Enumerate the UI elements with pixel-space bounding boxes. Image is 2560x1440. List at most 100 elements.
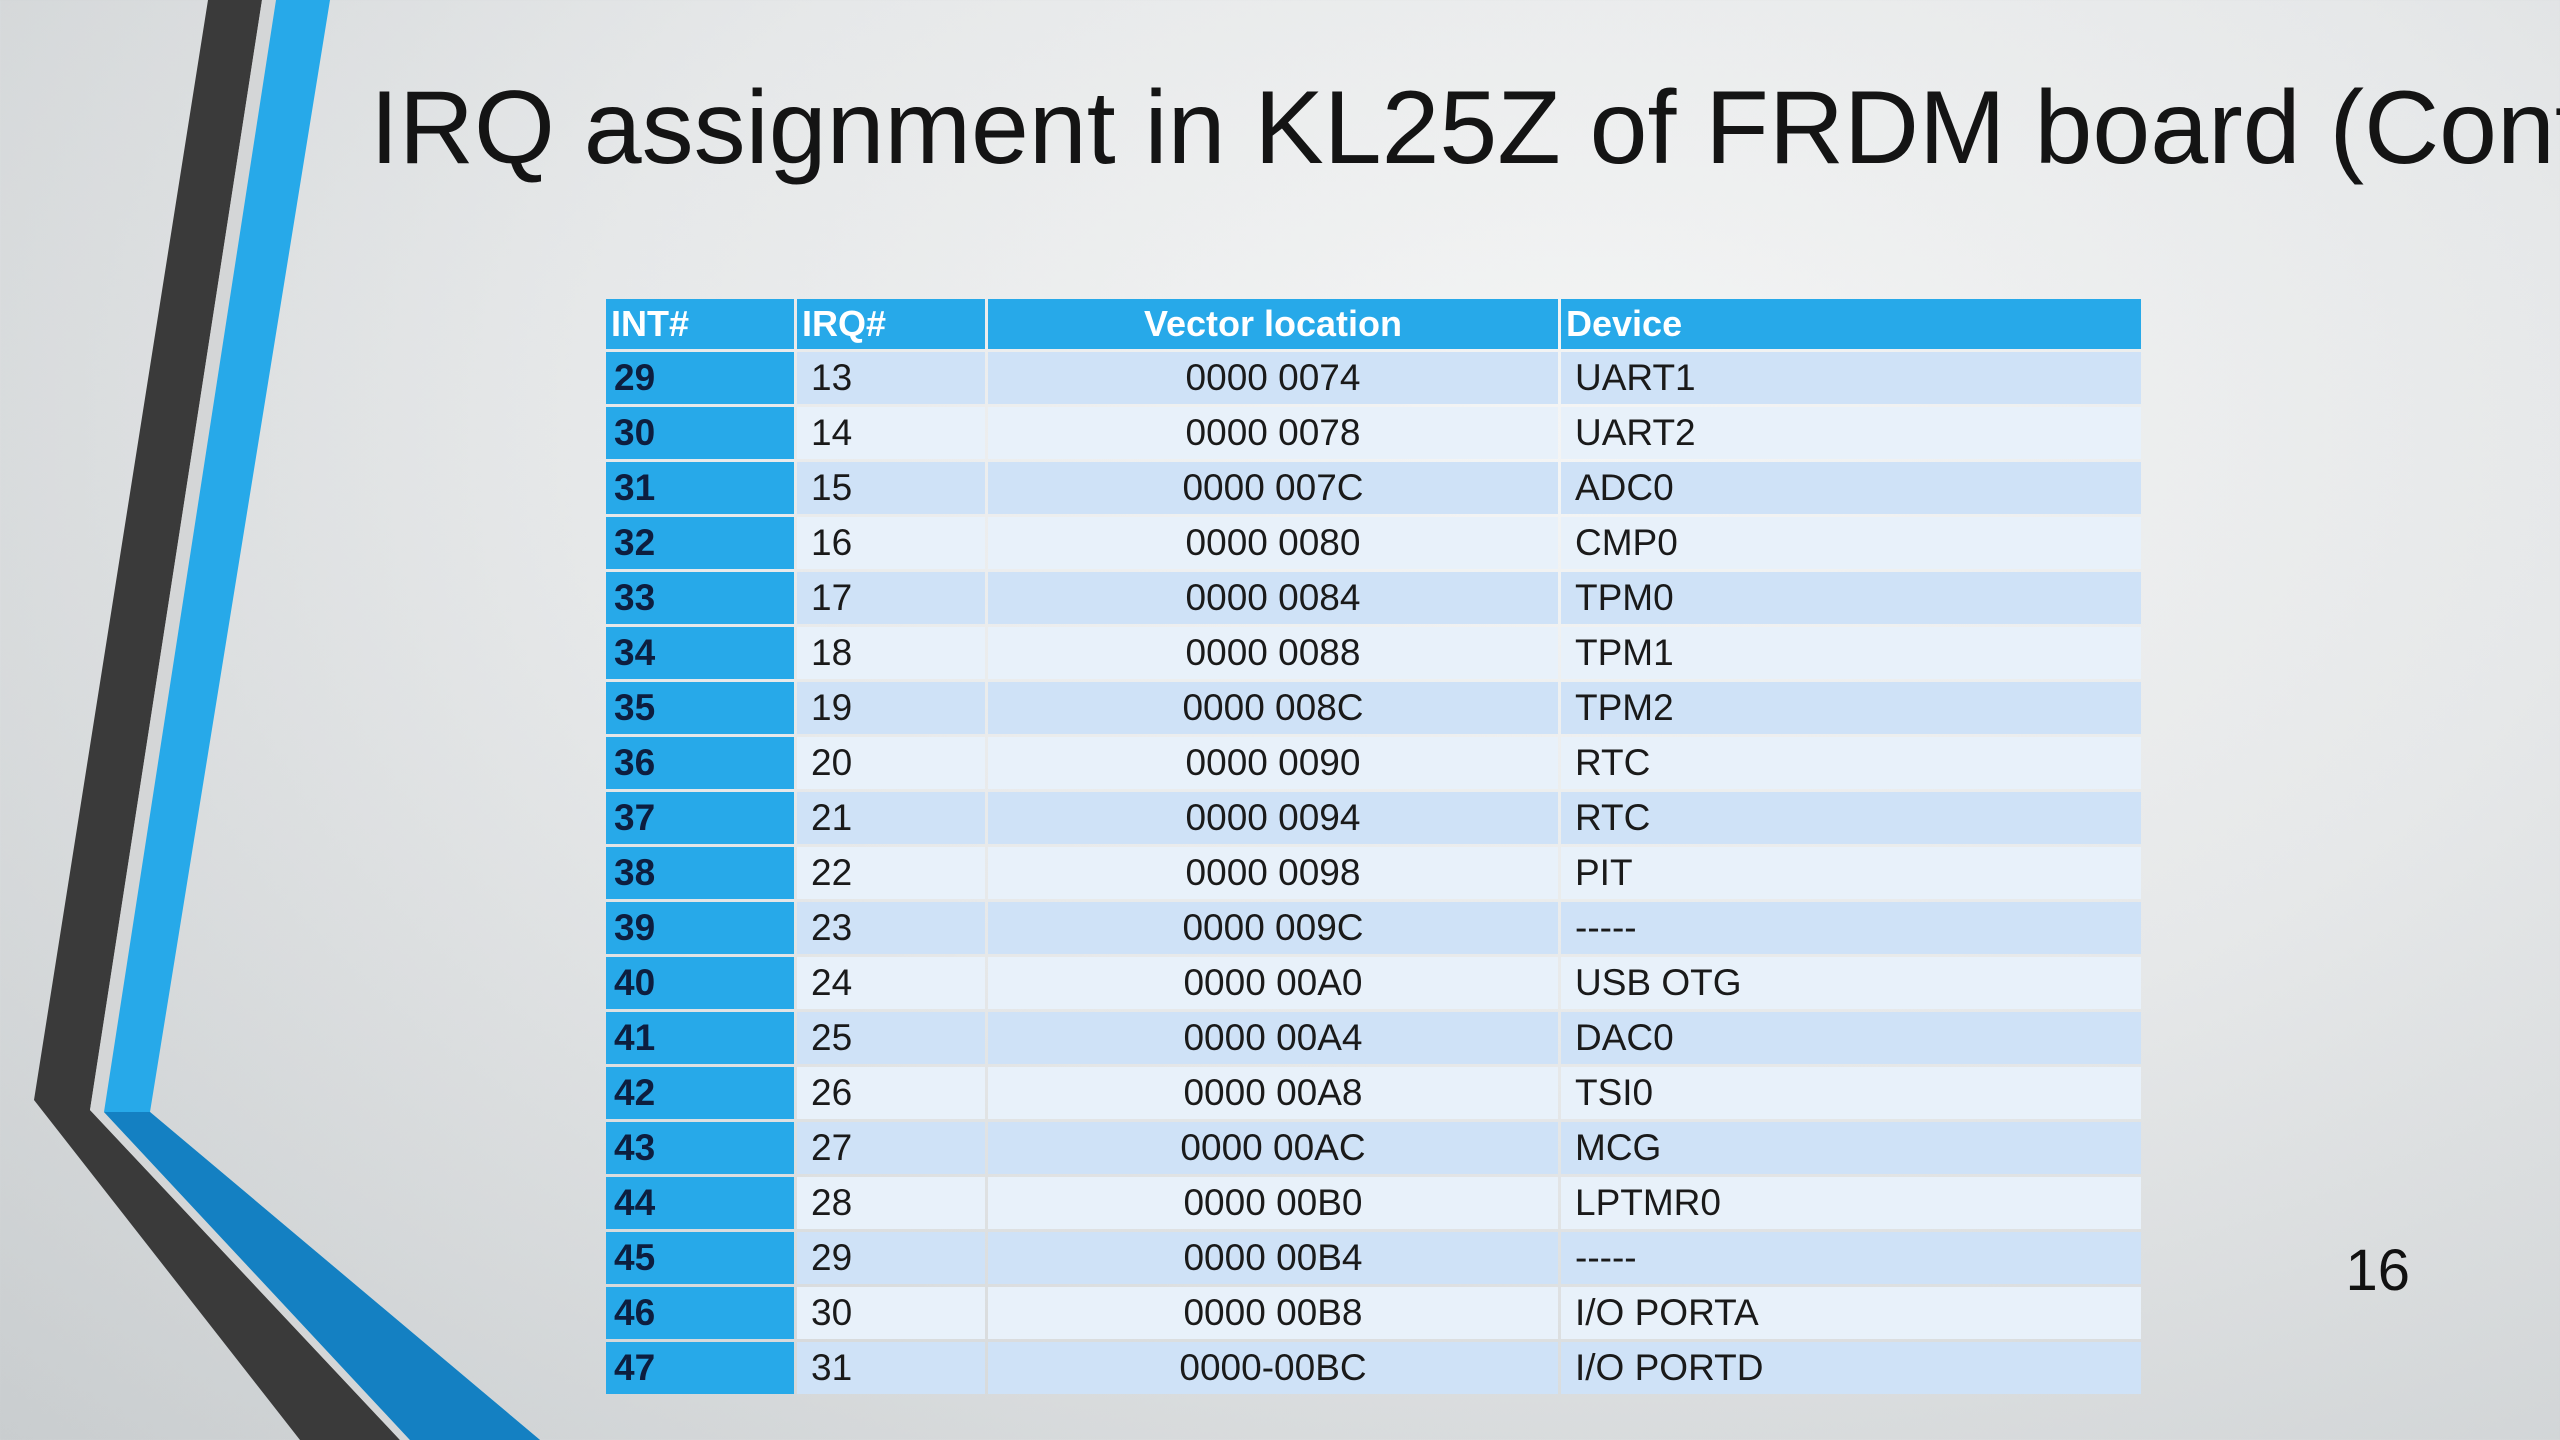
table-row: 43 27 0000 00AC MCG [606, 1122, 2141, 1174]
table-row: 46 30 0000 00B8 I/O PORTA [606, 1287, 2141, 1339]
device-cell: DAC0 [1561, 1012, 2141, 1064]
header-device: Device [1561, 299, 2141, 349]
vector-cell: 0000 00A8 [988, 1067, 1558, 1119]
light-gray-stripe [90, 0, 410, 1440]
device-cell: UART2 [1561, 407, 2141, 459]
irq-cell: 29 [797, 1232, 985, 1284]
device-cell: CMP0 [1561, 517, 2141, 569]
vector-cell: 0000 0088 [988, 627, 1558, 679]
table-row: 33 17 0000 0084 TPM0 [606, 572, 2141, 624]
page-number: 16 [2345, 1238, 2410, 1303]
device-cell: TPM1 [1561, 627, 2141, 679]
irq-cell: 17 [797, 572, 985, 624]
irq-cell: 25 [797, 1012, 985, 1064]
device-cell: I/O PORTA [1561, 1287, 2141, 1339]
int-cell: 37 [606, 792, 794, 844]
vector-cell: 0000-00BC [988, 1342, 1558, 1394]
vector-cell: 0000 00A0 [988, 957, 1558, 1009]
irq-table-container: INT# IRQ# Vector location Device 29 13 0… [603, 296, 2141, 1397]
irq-cell: 26 [797, 1067, 985, 1119]
vector-cell: 0000 0094 [988, 792, 1558, 844]
device-cell: RTC [1561, 737, 2141, 789]
int-cell: 35 [606, 682, 794, 734]
int-cell: 32 [606, 517, 794, 569]
table-row: 35 19 0000 008C TPM2 [606, 682, 2141, 734]
vector-cell: 0000 00A4 [988, 1012, 1558, 1064]
int-cell: 33 [606, 572, 794, 624]
irq-cell: 27 [797, 1122, 985, 1174]
irq-cell: 30 [797, 1287, 985, 1339]
header-irq: IRQ# [797, 299, 985, 349]
irq-cell: 16 [797, 517, 985, 569]
table-row: 40 24 0000 00A0 USB OTG [606, 957, 2141, 1009]
int-cell: 44 [606, 1177, 794, 1229]
device-cell: UART1 [1561, 352, 2141, 404]
vector-cell: 0000 0078 [988, 407, 1558, 459]
header-vector-location: Vector location [988, 299, 1558, 349]
irq-cell: 22 [797, 847, 985, 899]
irq-cell: 18 [797, 627, 985, 679]
irq-cell: 19 [797, 682, 985, 734]
table-row: 39 23 0000 009C ----- [606, 902, 2141, 954]
vector-cell: 0000 00B0 [988, 1177, 1558, 1229]
vector-cell: 0000 0074 [988, 352, 1558, 404]
int-cell: 41 [606, 1012, 794, 1064]
int-cell: 36 [606, 737, 794, 789]
table-row: 36 20 0000 0090 RTC [606, 737, 2141, 789]
blue-stripe [104, 0, 540, 1440]
header-int: INT# [606, 299, 794, 349]
int-cell: 31 [606, 462, 794, 514]
table-row: 42 26 0000 00A8 TSI0 [606, 1067, 2141, 1119]
vector-cell: 0000 0080 [988, 517, 1558, 569]
table-row: 34 18 0000 0088 TPM1 [606, 627, 2141, 679]
vector-cell: 0000 0090 [988, 737, 1558, 789]
int-cell: 34 [606, 627, 794, 679]
int-cell: 29 [606, 352, 794, 404]
device-cell: ----- [1561, 902, 2141, 954]
vector-cell: 0000 009C [988, 902, 1558, 954]
irq-cell: 23 [797, 902, 985, 954]
irq-cell: 31 [797, 1342, 985, 1394]
slide-title: IRQ assignment in KL25Z of FRDM board (C… [370, 70, 2560, 186]
int-cell: 46 [606, 1287, 794, 1339]
table-row: 47 31 0000-00BC I/O PORTD [606, 1342, 2141, 1394]
vector-cell: 0000 0098 [988, 847, 1558, 899]
table-body: 29 13 0000 0074 UART1 30 14 0000 0078 UA… [606, 352, 2141, 1394]
device-cell: TSI0 [1561, 1067, 2141, 1119]
int-cell: 38 [606, 847, 794, 899]
device-cell: USB OTG [1561, 957, 2141, 1009]
table-row: 31 15 0000 007C ADC0 [606, 462, 2141, 514]
vector-cell: 0000 007C [988, 462, 1558, 514]
irq-cell: 13 [797, 352, 985, 404]
int-cell: 40 [606, 957, 794, 1009]
int-cell: 42 [606, 1067, 794, 1119]
device-cell: TPM2 [1561, 682, 2141, 734]
irq-table: INT# IRQ# Vector location Device 29 13 0… [603, 296, 2144, 1397]
vector-cell: 0000 0084 [988, 572, 1558, 624]
irq-cell: 28 [797, 1177, 985, 1229]
device-cell: ADC0 [1561, 462, 2141, 514]
irq-cell: 20 [797, 737, 985, 789]
int-cell: 45 [606, 1232, 794, 1284]
device-cell: PIT [1561, 847, 2141, 899]
device-cell: I/O PORTD [1561, 1342, 2141, 1394]
vector-cell: 0000 008C [988, 682, 1558, 734]
dark-gray-stripe [34, 0, 400, 1440]
device-cell: LPTMR0 [1561, 1177, 2141, 1229]
vector-cell: 0000 00B4 [988, 1232, 1558, 1284]
table-row: 29 13 0000 0074 UART1 [606, 352, 2141, 404]
table-row: 45 29 0000 00B4 ----- [606, 1232, 2141, 1284]
table-row: 32 16 0000 0080 CMP0 [606, 517, 2141, 569]
irq-cell: 15 [797, 462, 985, 514]
table-row: 41 25 0000 00A4 DAC0 [606, 1012, 2141, 1064]
device-cell: MCG [1561, 1122, 2141, 1174]
device-cell: ----- [1561, 1232, 2141, 1284]
dark-blue-wedge [104, 1112, 540, 1440]
irq-cell: 14 [797, 407, 985, 459]
int-cell: 47 [606, 1342, 794, 1394]
irq-cell: 24 [797, 957, 985, 1009]
vector-cell: 0000 00B8 [988, 1287, 1558, 1339]
int-cell: 30 [606, 407, 794, 459]
table-header-row: INT# IRQ# Vector location Device [606, 299, 2141, 349]
